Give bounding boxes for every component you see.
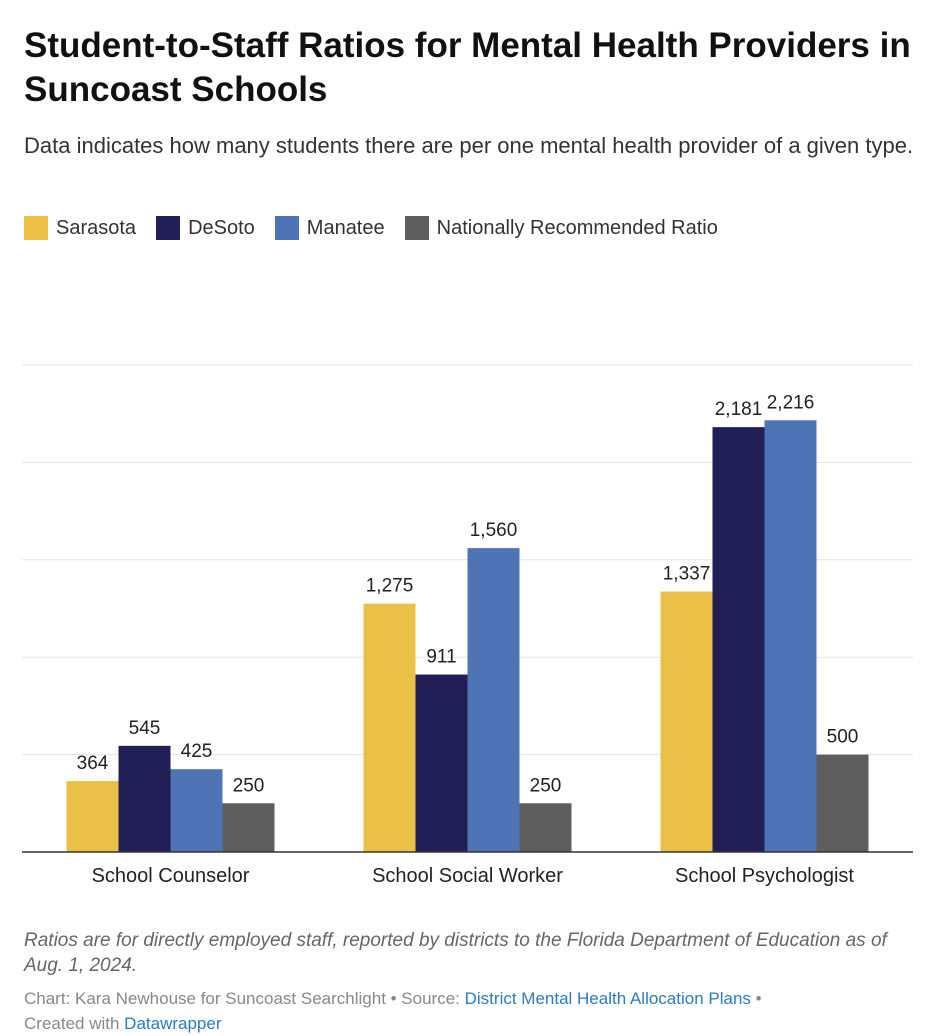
legend-label-manatee: Manatee [306, 216, 385, 239]
chart-subtitle: Data indicates how many students there a… [24, 133, 914, 158]
data-label-school-counselor-sarasota: 364 [77, 753, 109, 774]
chart-notes: Ratios are for directly employed staff, … [24, 930, 887, 976]
x-tick-label-school-counselor: School Counselor [92, 865, 250, 887]
bar-school-psychologist-manatee [764, 420, 817, 852]
bar-school-social-worker-desoto [415, 674, 468, 852]
data-label-school-social-worker-nationally-recommended-ratio: 250 [530, 775, 562, 796]
source-link[interactable]: District Mental Health Allocation Plans [464, 989, 751, 1008]
data-label-school-social-worker-manatee: 1,560 [470, 520, 518, 541]
bar-school-counselor-desoto [118, 745, 171, 852]
data-label-school-social-worker-sarasota: 1,275 [366, 576, 414, 597]
legend-swatch-national [404, 216, 429, 240]
legend-label-national: Nationally Recommended Ratio [436, 216, 718, 239]
legend-label-sarasota: Sarasota [56, 216, 137, 239]
legend-item-national: Nationally Recommended Ratio [404, 216, 718, 240]
credits-created-with: Created with [24, 1014, 125, 1033]
legend-item-desoto: DeSoto [156, 216, 255, 240]
bar-school-counselor-manatee [170, 769, 223, 852]
data-label-school-counselor-desoto: 545 [129, 718, 161, 739]
legend-label-desoto: DeSoto [188, 216, 255, 239]
bar-school-counselor-nationally-recommended-ratio [222, 803, 275, 852]
legend-swatch-manatee [274, 216, 299, 240]
chart-title: Student-to-Staff Ratios for Mental Healt… [24, 26, 911, 109]
legend-item-sarasota: Sarasota [24, 216, 136, 240]
bar-school-psychologist-sarasota [660, 591, 713, 852]
data-label-school-psychologist-nationally-recommended-ratio: 500 [827, 727, 859, 748]
bar-school-psychologist-nationally-recommended-ratio [816, 754, 869, 852]
x-tick-label-school-social-worker: School Social Worker [372, 865, 563, 887]
bar-chart: 364 545 425 250 School Counselor 1,275 911 1,56… [22, 364, 913, 887]
data-label-school-counselor-manatee: 425 [181, 741, 213, 762]
bar-school-social-worker-nationally-recommended-ratio [519, 803, 572, 852]
chart-credits: Chart: Kara Newhouse for Suncoast Search… [24, 986, 904, 1036]
legend-item-manatee: Manatee [274, 216, 385, 240]
data-label-school-psychologist-desoto: 2,181 [715, 399, 763, 420]
bar-school-counselor-sarasota [66, 781, 119, 852]
data-label-school-counselor-nationally-recommended-ratio: 250 [233, 775, 265, 796]
data-label-school-psychologist-manatee: 2,216 [767, 392, 815, 413]
data-label-school-social-worker-desoto: 911 [426, 647, 456, 668]
bar-school-social-worker-manatee [467, 548, 520, 852]
bar-school-psychologist-desoto [712, 427, 765, 852]
credits-suffix: • [750, 989, 762, 1008]
data-label-school-psychologist-sarasota: 1,337 [663, 564, 711, 585]
legend: Sarasota DeSoto Manatee Nationally Recom… [24, 214, 738, 242]
credits-prefix: Chart: Kara Newhouse for Suncoast Search… [24, 989, 465, 1008]
datawrapper-link[interactable]: Datawrapper [124, 1014, 222, 1033]
bar-school-social-worker-sarasota [363, 603, 416, 852]
x-tick-label-school-psychologist: School Psychologist [675, 865, 854, 887]
legend-swatch-desoto [156, 216, 181, 240]
legend-swatch-sarasota [24, 216, 48, 240]
